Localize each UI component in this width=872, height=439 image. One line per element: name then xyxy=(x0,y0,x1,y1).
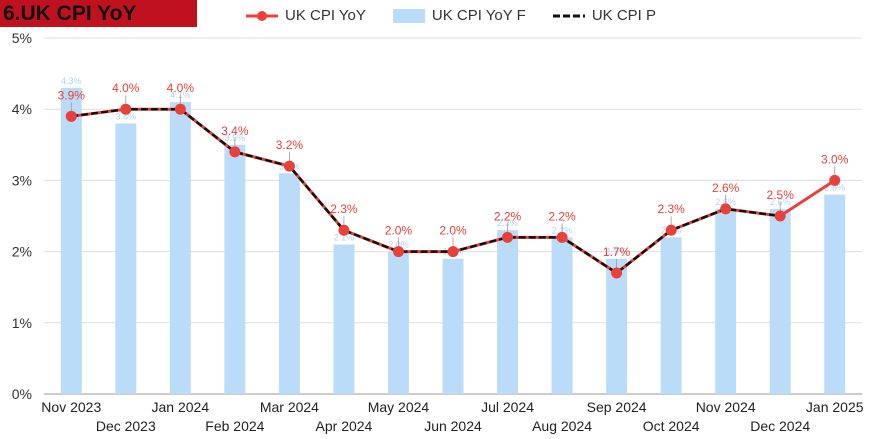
point-label: 2.0% xyxy=(439,224,467,238)
point-label: 4.0% xyxy=(112,81,140,95)
bar-forecast xyxy=(660,237,682,394)
bar-forecast xyxy=(115,123,137,394)
bar-forecast xyxy=(169,102,191,394)
point-label: 3.4% xyxy=(221,124,249,138)
bar-forecast xyxy=(60,87,82,394)
legend-item-previous[interactable]: UK CPI P xyxy=(552,7,656,24)
legend-line-marker-icon xyxy=(246,10,278,21)
x-tick-label: Mar 2024 xyxy=(260,399,319,415)
bar-label: 2.8% xyxy=(824,183,845,193)
x-tick-label: Dec 2023 xyxy=(96,418,156,434)
point-label: 2.3% xyxy=(657,202,685,216)
point-label: 1.7% xyxy=(603,245,631,259)
x-tick-label: May 2024 xyxy=(368,399,430,415)
point-label: 2.2% xyxy=(548,209,576,223)
bar-forecast xyxy=(224,144,246,394)
point-actual xyxy=(392,246,404,258)
x-tick-label: Aug 2024 xyxy=(532,418,592,434)
x-tick-label: Apr 2024 xyxy=(316,418,373,434)
bar-label: 2.1% xyxy=(334,232,355,242)
point-label: 2.3% xyxy=(330,202,358,216)
x-tick-label: Jun 2024 xyxy=(424,418,482,434)
point-actual xyxy=(174,103,186,115)
point-actual xyxy=(556,231,568,243)
line-previous xyxy=(71,107,781,275)
y-tick-label: 5% xyxy=(12,30,32,46)
bar-label: 4.3% xyxy=(61,76,82,86)
bar-label: 2.3% xyxy=(497,218,518,228)
point-label: 4.0% xyxy=(167,81,195,95)
legend-label-actual: UK CPI YoY xyxy=(285,7,366,24)
x-tick-label: Feb 2024 xyxy=(205,418,264,434)
point-actual xyxy=(502,231,514,243)
chart-title: 6.UK CPI YoY xyxy=(0,0,197,27)
bar-forecast xyxy=(824,194,846,394)
point-actual xyxy=(720,203,732,215)
bar-forecast xyxy=(769,208,791,394)
y-tick-label: 4% xyxy=(12,101,32,117)
point-actual xyxy=(774,210,786,222)
bar-label: 2.6% xyxy=(770,197,791,207)
bar-label: 3.5% xyxy=(225,133,246,143)
x-tick-label: Oct 2024 xyxy=(643,418,700,434)
x-tick-label: Nov 2023 xyxy=(41,399,101,415)
bar-label: 3.8% xyxy=(116,111,137,121)
point-actual xyxy=(229,146,241,158)
point-label: 3.9% xyxy=(58,88,86,102)
bar-label: 4.1% xyxy=(170,90,191,100)
point-label: 2.2% xyxy=(494,209,522,223)
x-tick-label: Dec 2024 xyxy=(750,418,810,434)
point-actual xyxy=(338,224,350,236)
legend-label-forecast: UK CPI YoY F xyxy=(431,7,526,24)
point-actual xyxy=(283,160,295,172)
x-tick-label: Jul 2024 xyxy=(481,399,534,415)
point-actual xyxy=(120,103,132,115)
point-label: 2.0% xyxy=(385,224,413,238)
point-label: 2.6% xyxy=(712,181,740,195)
point-actual xyxy=(611,267,623,279)
point-actual xyxy=(829,174,841,186)
point-label: 3.0% xyxy=(821,152,849,166)
bar-forecast xyxy=(387,251,409,394)
x-tick-label: Jan 2024 xyxy=(152,399,210,415)
legend-dashed-line-icon xyxy=(552,14,585,17)
point-actual xyxy=(65,110,77,122)
bar-forecast xyxy=(333,244,355,394)
x-tick-label: Nov 2024 xyxy=(696,399,756,415)
bar-forecast xyxy=(606,258,628,394)
y-tick-label: 3% xyxy=(12,172,32,188)
legend-label-previous: UK CPI P xyxy=(591,7,657,24)
bar-forecast xyxy=(715,208,737,394)
legend-item-forecast[interactable]: UK CPI YoY F xyxy=(392,7,526,24)
bar-label: 1.9% xyxy=(606,247,627,257)
y-tick-label: 1% xyxy=(12,315,32,331)
point-label: 2.5% xyxy=(767,188,795,202)
legend: UK CPI YoY UK CPI YoY F UK CPI P xyxy=(245,7,682,24)
point-label: 3.2% xyxy=(276,138,304,152)
point-actual xyxy=(665,224,677,236)
y-tick-label: 2% xyxy=(12,244,32,260)
bar-forecast xyxy=(497,230,519,394)
point-actual xyxy=(447,246,459,258)
legend-item-actual[interactable]: UK CPI YoY xyxy=(245,7,366,24)
legend-bar-swatch-icon xyxy=(392,8,425,23)
y-tick-label: 0% xyxy=(12,386,32,402)
bar-forecast xyxy=(278,173,300,394)
x-tick-label: Sep 2024 xyxy=(587,399,647,415)
bar-forecast xyxy=(442,258,464,394)
bar-forecast xyxy=(551,237,573,394)
x-tick-label: Jan 2025 xyxy=(806,399,864,415)
